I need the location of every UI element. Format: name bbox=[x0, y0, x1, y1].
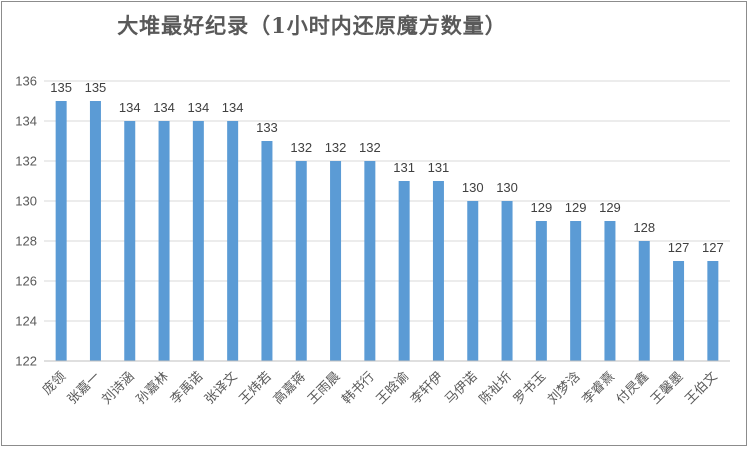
x-axis-labels: 庞领张嘉一刘诗涵孙嘉林李禹诺张译文王炜若高嘉蒋王雨晨韩书行王晗谕李轩伊马伊诺陈祉… bbox=[39, 369, 720, 408]
bar bbox=[501, 201, 513, 361]
x-category-label: 张嘉一 bbox=[65, 369, 103, 407]
data-label: 130 bbox=[462, 180, 484, 195]
data-label: 134 bbox=[222, 100, 244, 115]
data-label: 130 bbox=[496, 180, 518, 195]
y-tick-label: 124 bbox=[15, 314, 37, 329]
bar bbox=[432, 181, 444, 361]
data-label: 135 bbox=[85, 80, 107, 95]
bar bbox=[638, 241, 650, 361]
data-label: 128 bbox=[633, 220, 655, 235]
data-label: 134 bbox=[187, 100, 209, 115]
data-label: 129 bbox=[599, 200, 621, 215]
bars bbox=[55, 101, 719, 361]
bar bbox=[89, 101, 101, 361]
bar bbox=[467, 201, 479, 361]
y-tick-label: 134 bbox=[15, 114, 37, 129]
bar bbox=[124, 121, 136, 361]
y-tick-label: 132 bbox=[15, 154, 37, 169]
y-axis-ticks: 122 124 126 128 130 132 134 136 bbox=[15, 74, 37, 369]
bar bbox=[295, 161, 307, 361]
bar bbox=[707, 261, 719, 361]
chart-title: 大堆最好纪录（1小时内还原魔方数量） bbox=[117, 13, 507, 38]
data-label: 127 bbox=[702, 240, 724, 255]
x-category-label: 陈祉圻 bbox=[476, 369, 515, 408]
x-category-label: 李禹诺 bbox=[168, 369, 206, 407]
data-label: 132 bbox=[290, 140, 312, 155]
bar bbox=[330, 161, 342, 361]
x-category-label: 高嘉蒋 bbox=[270, 369, 309, 408]
y-tick-label: 136 bbox=[15, 74, 37, 89]
x-category-label: 王晗谕 bbox=[373, 369, 412, 408]
x-category-label: 王馨墨 bbox=[647, 369, 686, 408]
bar bbox=[227, 121, 239, 361]
x-category-label: 刘诗涵 bbox=[99, 369, 137, 407]
data-label: 129 bbox=[565, 200, 587, 215]
bar bbox=[570, 221, 582, 361]
bar bbox=[364, 161, 376, 361]
x-category-label: 李轩伊 bbox=[408, 369, 446, 407]
y-tick-label: 126 bbox=[15, 274, 37, 289]
x-category-label: 庞领 bbox=[39, 369, 69, 399]
data-label: 132 bbox=[325, 140, 347, 155]
x-category-label: 张译文 bbox=[202, 369, 240, 407]
x-category-label: 孙嘉林 bbox=[134, 369, 172, 407]
gridlines bbox=[44, 80, 730, 322]
bar bbox=[535, 221, 547, 361]
x-category-label: 王雨晨 bbox=[305, 369, 343, 407]
data-labels: 135 135 134 134 134 134 133 132 132 132 131 131 130 1… bbox=[50, 80, 723, 255]
y-tick-label: 130 bbox=[15, 194, 37, 209]
x-category-label: 罗书玉 bbox=[511, 369, 549, 407]
x-category-label: 马伊诺 bbox=[442, 369, 480, 407]
data-label: 131 bbox=[428, 160, 450, 175]
bar bbox=[261, 141, 273, 361]
x-category-label: 李睿熹 bbox=[580, 369, 618, 407]
bar bbox=[604, 221, 616, 361]
x-category-label: 韩书行 bbox=[339, 369, 377, 407]
bar bbox=[673, 261, 685, 361]
x-category-label: 付昃鑫 bbox=[613, 369, 652, 408]
x-category-label: 王伯文 bbox=[682, 369, 720, 407]
bar bbox=[192, 121, 204, 361]
x-category-label: 刘梦浛 bbox=[545, 369, 584, 408]
data-label: 134 bbox=[153, 100, 175, 115]
bar bbox=[398, 181, 410, 361]
data-label: 129 bbox=[530, 200, 552, 215]
data-label: 133 bbox=[256, 120, 278, 135]
data-label: 134 bbox=[119, 100, 141, 115]
bar bbox=[55, 101, 67, 361]
data-label: 135 bbox=[50, 80, 72, 95]
y-tick-label: 128 bbox=[15, 234, 37, 249]
x-category-label: 王炜若 bbox=[236, 369, 275, 408]
data-label: 132 bbox=[359, 140, 381, 155]
bar bbox=[158, 121, 170, 361]
data-label: 131 bbox=[393, 160, 415, 175]
y-tick-label: 122 bbox=[15, 354, 37, 369]
data-label: 127 bbox=[668, 240, 690, 255]
